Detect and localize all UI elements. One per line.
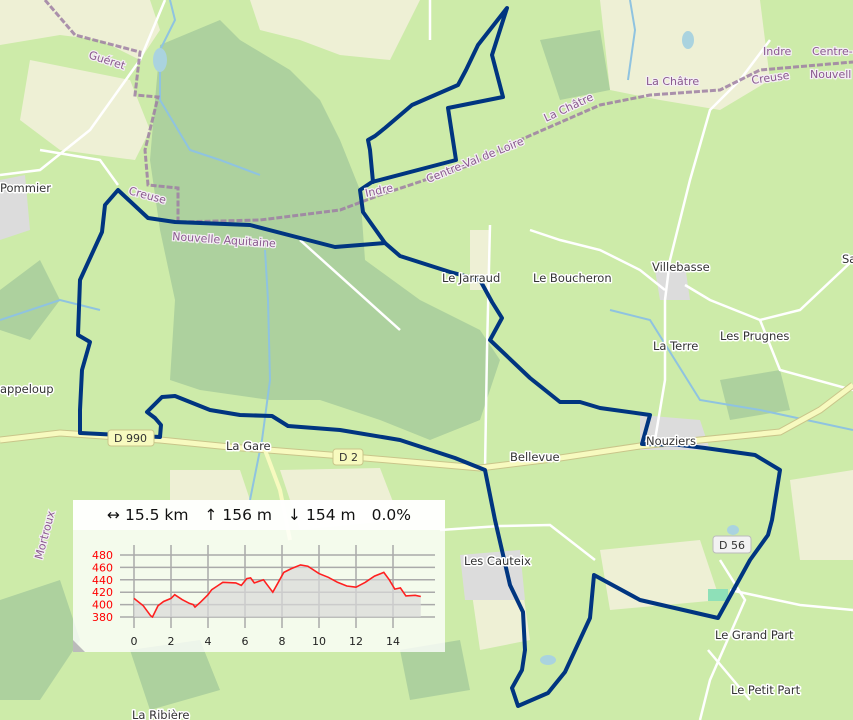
label-le-petit-part: Le Petit Part [731, 683, 801, 697]
route-track[interactable] [76, 6, 782, 708]
elevation-summary: ↔ 15.5 km ↑ 156 m ↓ 154 m 0.0% [73, 500, 445, 530]
grade-value: 0.0% [371, 506, 411, 524]
x-tick-label: 6 [242, 635, 249, 648]
x-tick-label: 2 [168, 635, 175, 648]
admin-borders [43, 0, 853, 224]
x-tick-label: 0 [131, 635, 138, 648]
streams [0, 0, 853, 501]
x-tick-label: 12 [349, 635, 363, 648]
label-la-ribiere: La Ribière [132, 708, 189, 720]
arrow-down-icon: ↓ [288, 506, 302, 524]
label-les-prugnes: Les Prugnes [720, 329, 789, 343]
elevation-profile-panel: ↔ 15.5 km ↑ 156 m ↓ 154 m 0.0% 380 400 420… [73, 500, 445, 652]
label-villebasse: Villebasse [652, 260, 710, 274]
y-tick-label: 460 [92, 561, 113, 574]
horizontal-arrow-icon: ↔ [107, 506, 121, 524]
farmland-areas [0, 0, 853, 650]
x-tick-label: 8 [279, 635, 286, 648]
elevation-line [133, 564, 421, 619]
label-la-gare: La Gare [226, 439, 271, 453]
svg-text:D 2: D 2 [339, 451, 358, 464]
svg-text:D 56: D 56 [719, 539, 745, 552]
sports-pitch [708, 589, 728, 601]
descent-value: 154 m [305, 506, 356, 524]
label-le-boucheron: Le Boucheron [533, 271, 612, 285]
label-pommier: Pommier [0, 181, 51, 195]
label-sa: Sa [842, 252, 853, 266]
label-le-jarraud: Le Jarraud [442, 271, 500, 285]
label-la-chatre-admin: La Châtre [646, 75, 699, 88]
label-indre-top: Indre [763, 45, 791, 58]
x-tick-label: 10 [312, 635, 326, 648]
ascent-value: 156 m [222, 506, 273, 524]
y-tick-label: 480 [92, 549, 113, 562]
y-tick-label: 440 [92, 574, 113, 587]
arrow-up-icon: ↑ [204, 506, 218, 524]
ponds [153, 31, 739, 665]
shield-d2: D 2 [332, 448, 364, 466]
label-chappeloup: appeloup [0, 382, 54, 396]
label-le-grand-part: Le Grand Part [715, 628, 794, 642]
descent-stat: ↓ 154 m [288, 506, 356, 524]
shield-d990: D 990 [107, 429, 155, 447]
elevation-area [134, 564, 421, 617]
shield-d56: D 56 [712, 535, 752, 554]
x-tick-label: 14 [386, 635, 400, 648]
label-indre-mid: Indre [364, 181, 395, 200]
x-tick-label: 4 [205, 635, 212, 648]
y-tick-label: 380 [92, 611, 113, 624]
distance-stat: ↔ 15.5 km [107, 506, 188, 524]
resize-handle-icon[interactable] [73, 640, 85, 652]
label-centre-top: Centre- [812, 45, 853, 58]
distance-value: 15.5 km [124, 506, 189, 524]
svg-text:D 990: D 990 [114, 432, 147, 445]
label-les-cauteix: Les Cauteix [464, 554, 531, 568]
label-nouvelle-top: Nouvell [810, 68, 851, 81]
forest-areas [0, 20, 790, 710]
ascent-stat: ↑ 156 m [204, 506, 272, 524]
label-la-terre: La Terre [653, 339, 698, 353]
label-nouziers: Nouziers [646, 434, 696, 448]
label-bellevue: Bellevue [510, 450, 560, 464]
y-tick-label: 400 [92, 599, 113, 612]
y-tick-label: 420 [92, 586, 113, 599]
